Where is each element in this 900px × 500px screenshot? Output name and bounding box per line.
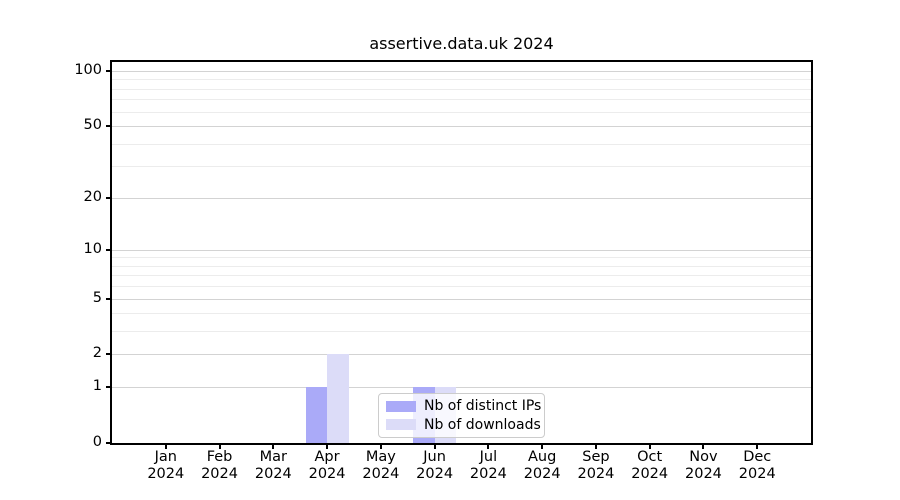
y-tick (106, 353, 112, 356)
legend-item: Nb of downloads (386, 417, 541, 433)
y-tick (106, 248, 112, 251)
grid-line-major (112, 387, 811, 389)
y-tick-label: 0 (92, 434, 102, 450)
grid-line-minor (112, 313, 811, 315)
legend-swatch-downloads (386, 419, 416, 431)
x-tick-label: Nov 2024 (685, 449, 722, 482)
bar-distinct-ips (305, 387, 328, 443)
legend-item: Nb of distinct IPs (386, 398, 541, 414)
y-tick-label: 20 (83, 188, 102, 205)
grid-line-minor (112, 111, 811, 113)
grid-line-major (112, 71, 811, 72)
bar-downloads (327, 354, 349, 443)
grid-line-major (112, 197, 811, 199)
chart-title: assertive.data.uk 2024 (369, 34, 554, 53)
grid-line-minor (112, 143, 811, 145)
x-tick-label: May 2024 (362, 449, 400, 482)
y-tick (106, 386, 112, 389)
x-tick (379, 443, 382, 449)
grid-line-minor (112, 331, 811, 333)
x-tick-label: Dec 2024 (738, 449, 776, 482)
x-tick-label: Jan 2024 (147, 449, 185, 482)
y-tick-label: 100 (74, 62, 102, 78)
x-tick (433, 443, 436, 449)
x-tick (272, 443, 275, 449)
grid-line-major (112, 354, 811, 356)
legend-label: Nb of downloads (424, 416, 541, 433)
grid-line-minor (112, 79, 811, 81)
y-tick (106, 297, 112, 300)
y-tick (106, 442, 112, 444)
x-tick (756, 443, 759, 449)
legend: Nb of distinct IPs Nb of downloads (378, 393, 545, 438)
x-tick-label: Jun 2024 (416, 449, 454, 482)
grid-line-minor (112, 286, 811, 288)
y-tick-label: 10 (83, 240, 102, 257)
y-tick (106, 196, 112, 199)
grid-line-major (112, 126, 811, 128)
x-tick (164, 443, 167, 449)
x-tick (702, 443, 705, 449)
x-tick (594, 443, 597, 449)
x-tick-label: Aug 2024 (523, 449, 561, 482)
x-tick-label: Mar 2024 (254, 449, 292, 482)
legend-swatch-distinct-ips (386, 400, 416, 412)
x-tick-label: Oct 2024 (631, 449, 669, 482)
grid-line-major (112, 249, 811, 251)
grid-line-minor (112, 166, 811, 168)
y-tick-label: 5 (92, 289, 102, 306)
y-tick (106, 70, 112, 72)
y-tick-label: 1 (92, 378, 102, 395)
x-tick (326, 443, 329, 449)
grid-line-minor (112, 265, 811, 267)
x-tick (648, 443, 651, 449)
x-tick-label: Feb 2024 (201, 449, 238, 482)
y-tick-label: 2 (92, 345, 102, 362)
x-tick-label: Apr 2024 (308, 449, 346, 482)
grid-line-minor (112, 99, 811, 101)
y-tick-label: 50 (83, 117, 102, 134)
plot-area (112, 62, 811, 443)
x-tick (487, 443, 490, 449)
grid-line-minor (112, 88, 811, 90)
grid-line-major (112, 298, 811, 300)
y-tick (106, 125, 112, 128)
grid-line-minor (112, 275, 811, 277)
x-tick (541, 443, 544, 449)
legend-label: Nb of distinct IPs (424, 398, 542, 415)
x-tick (218, 443, 221, 449)
x-tick-label: Sep 2024 (577, 449, 615, 482)
grid-line-minor (112, 257, 811, 259)
x-tick-label: Jul 2024 (469, 449, 507, 482)
